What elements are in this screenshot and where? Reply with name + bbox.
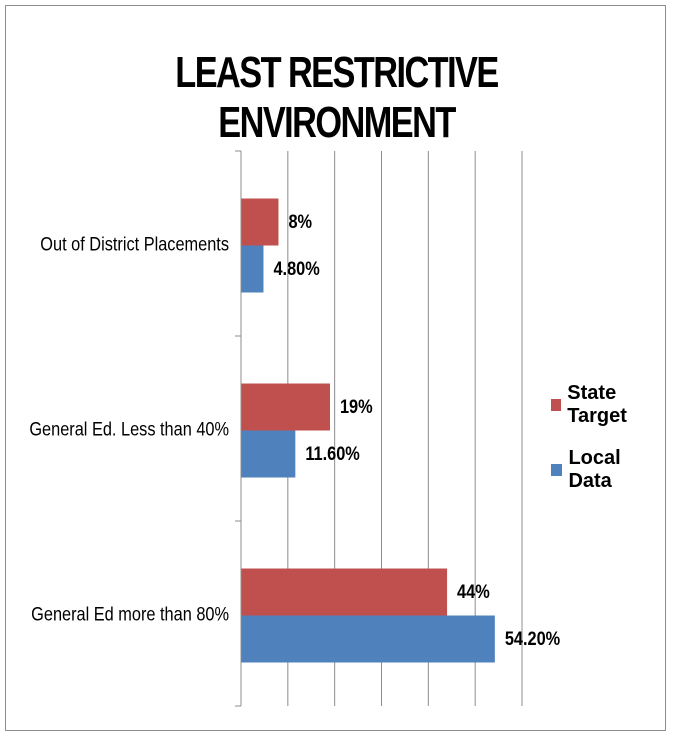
legend-label-local-data: Local Data [568, 447, 621, 492]
bar-local-data [241, 245, 264, 293]
bar-state-target [241, 383, 330, 431]
category-label: General Ed more than 80% [31, 603, 229, 624]
plot-area: 8% 4.80% 19% 11.60% 44% 54.20% Out of Distric… [29, 150, 560, 707]
legend-item-state-target: State Target [551, 382, 665, 428]
bars [241, 198, 495, 663]
data-label: 4.80% [273, 258, 320, 279]
category-labels: Out of District Placements General Ed. Le… [29, 233, 229, 624]
data-label: 19% [340, 396, 373, 417]
chart-frame: LEAST RESTRICTIVE ENVIRONMENT 8% 4.80% 19%… [5, 5, 666, 731]
data-label: 8% [288, 211, 312, 232]
bar-local-data [241, 430, 296, 478]
bar-state-target [241, 198, 279, 246]
data-label: 54.20% [505, 628, 561, 649]
legend-swatch-state-target [551, 399, 562, 411]
legend-swatch-local-data [551, 464, 563, 476]
data-label: 11.60% [305, 443, 360, 464]
bar-local-data [241, 615, 495, 663]
bar-state-target [241, 568, 448, 616]
chart-title: LEAST RESTRICTIVE ENVIRONMENT [175, 48, 499, 147]
data-labels: 8% 4.80% 19% 11.60% 44% 54.20% [273, 211, 560, 649]
category-label: Out of District Placements [40, 233, 229, 254]
data-label: 44% [457, 581, 490, 602]
category-label: General Ed. Less than 40% [29, 418, 229, 439]
legend-item-local-data: Local Data [551, 447, 665, 493]
legend-label-state-target: State Target [567, 382, 627, 427]
